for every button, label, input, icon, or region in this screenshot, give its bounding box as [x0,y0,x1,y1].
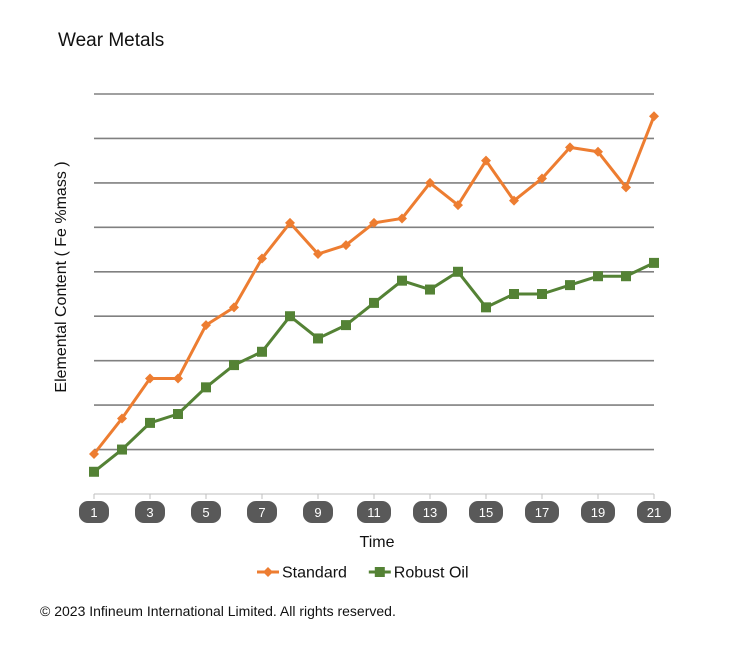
legend-label-standard: Standard [282,565,347,582]
data-point-standard-6 [229,302,239,313]
x-tick-label-17: 17 [535,505,549,520]
legend-marker-robust-oil [374,567,385,577]
data-point-standard-14 [453,200,463,211]
data-point-standard-8 [285,217,295,228]
x-tick-label-7: 7 [258,505,265,520]
data-point-standard-7 [257,253,267,264]
x-tick-label-3: 3 [146,505,153,520]
data-point-standard-13 [425,177,435,188]
data-point-standard-19 [593,146,603,157]
data-point-standard-17 [537,173,547,184]
data-point-robust-oil-16 [509,289,519,299]
data-point-standard-10 [341,240,351,251]
series-line-robust-oil [93,261,655,473]
data-markers [89,111,659,477]
copyright-notice: © 2023 Infineum International Limited. A… [40,603,396,619]
data-point-standard-12 [397,213,407,224]
x-tick-badge-5 [191,501,221,523]
x-tick-label-13: 13 [423,505,437,520]
data-point-robust-oil-13 [425,284,435,295]
x-tick-badge-11 [357,501,391,523]
data-point-robust-oil-11 [369,297,379,308]
chart: 1 3 5 7 9 11 13 15 17 19 21 Time Elemental Content… [53,93,671,582]
data-point-standard-5 [201,320,211,331]
x-tick-label-1: 1 [90,505,97,520]
x-tick-label-21: 21 [647,505,661,520]
data-point-robust-oil-19 [593,271,603,282]
data-point-robust-oil-2 [117,444,127,455]
data-point-standard-9 [313,249,323,259]
x-tick-label-11: 11 [367,505,381,520]
x-tick-badge-1 [79,501,109,523]
legend-label-robust-oil: Robust Oil [394,565,469,582]
x-axis-ticks: 1 3 5 7 9 11 13 15 17 19 21 [79,494,671,523]
data-point-standard-3 [145,373,155,384]
data-point-standard-20 [621,182,631,193]
data-point-standard-1 [89,449,99,459]
x-tick-badge-19 [581,501,615,523]
data-point-standard-16 [509,195,519,206]
x-tick-badge-7 [247,501,277,523]
data-point-robust-oil-7 [257,346,267,357]
data-point-robust-oil-17 [537,289,547,299]
data-point-robust-oil-21 [649,257,659,268]
x-tick-badge-21 [637,501,671,523]
data-point-robust-oil-5 [201,382,211,393]
data-point-robust-oil-14 [453,266,463,277]
data-point-robust-oil-8 [285,311,295,322]
chart-title: Wear Metals [58,30,165,51]
gridlines [94,93,654,495]
x-tick-badge-9 [303,501,333,523]
data-point-standard-4 [173,373,183,384]
data-point-robust-oil-4 [173,409,183,419]
data-point-robust-oil-15 [481,302,491,313]
x-tick-label-15: 15 [479,505,493,520]
data-point-robust-oil-9 [313,333,323,344]
data-point-robust-oil-10 [341,320,351,331]
x-tick-label-9: 9 [314,505,321,520]
data-point-standard-15 [481,155,491,166]
data-point-robust-oil-1 [89,466,99,477]
data-point-standard-18 [565,142,575,153]
x-tick-badge-13 [413,501,447,523]
data-point-standard-21 [649,111,659,122]
data-point-robust-oil-6 [229,360,239,371]
x-tick-label-19: 19 [591,505,605,520]
x-tick-label-5: 5 [202,505,209,520]
data-point-standard-2 [117,413,127,424]
x-tick-badge-15 [469,501,503,523]
y-axis-title: Elemental Content ( Fe %mass ) [53,161,70,392]
data-point-robust-oil-3 [145,417,155,428]
x-tick-badge-3 [135,501,165,523]
x-axis-title: Time [360,534,395,551]
data-point-robust-oil-20 [621,271,631,282]
legend-marker-standard [263,567,273,577]
data-point-standard-11 [369,217,379,228]
data-point-robust-oil-18 [565,280,575,291]
data-point-robust-oil-12 [397,275,407,286]
legend: Standard Robust Oil [257,565,469,582]
x-tick-badge-17 [525,501,559,523]
